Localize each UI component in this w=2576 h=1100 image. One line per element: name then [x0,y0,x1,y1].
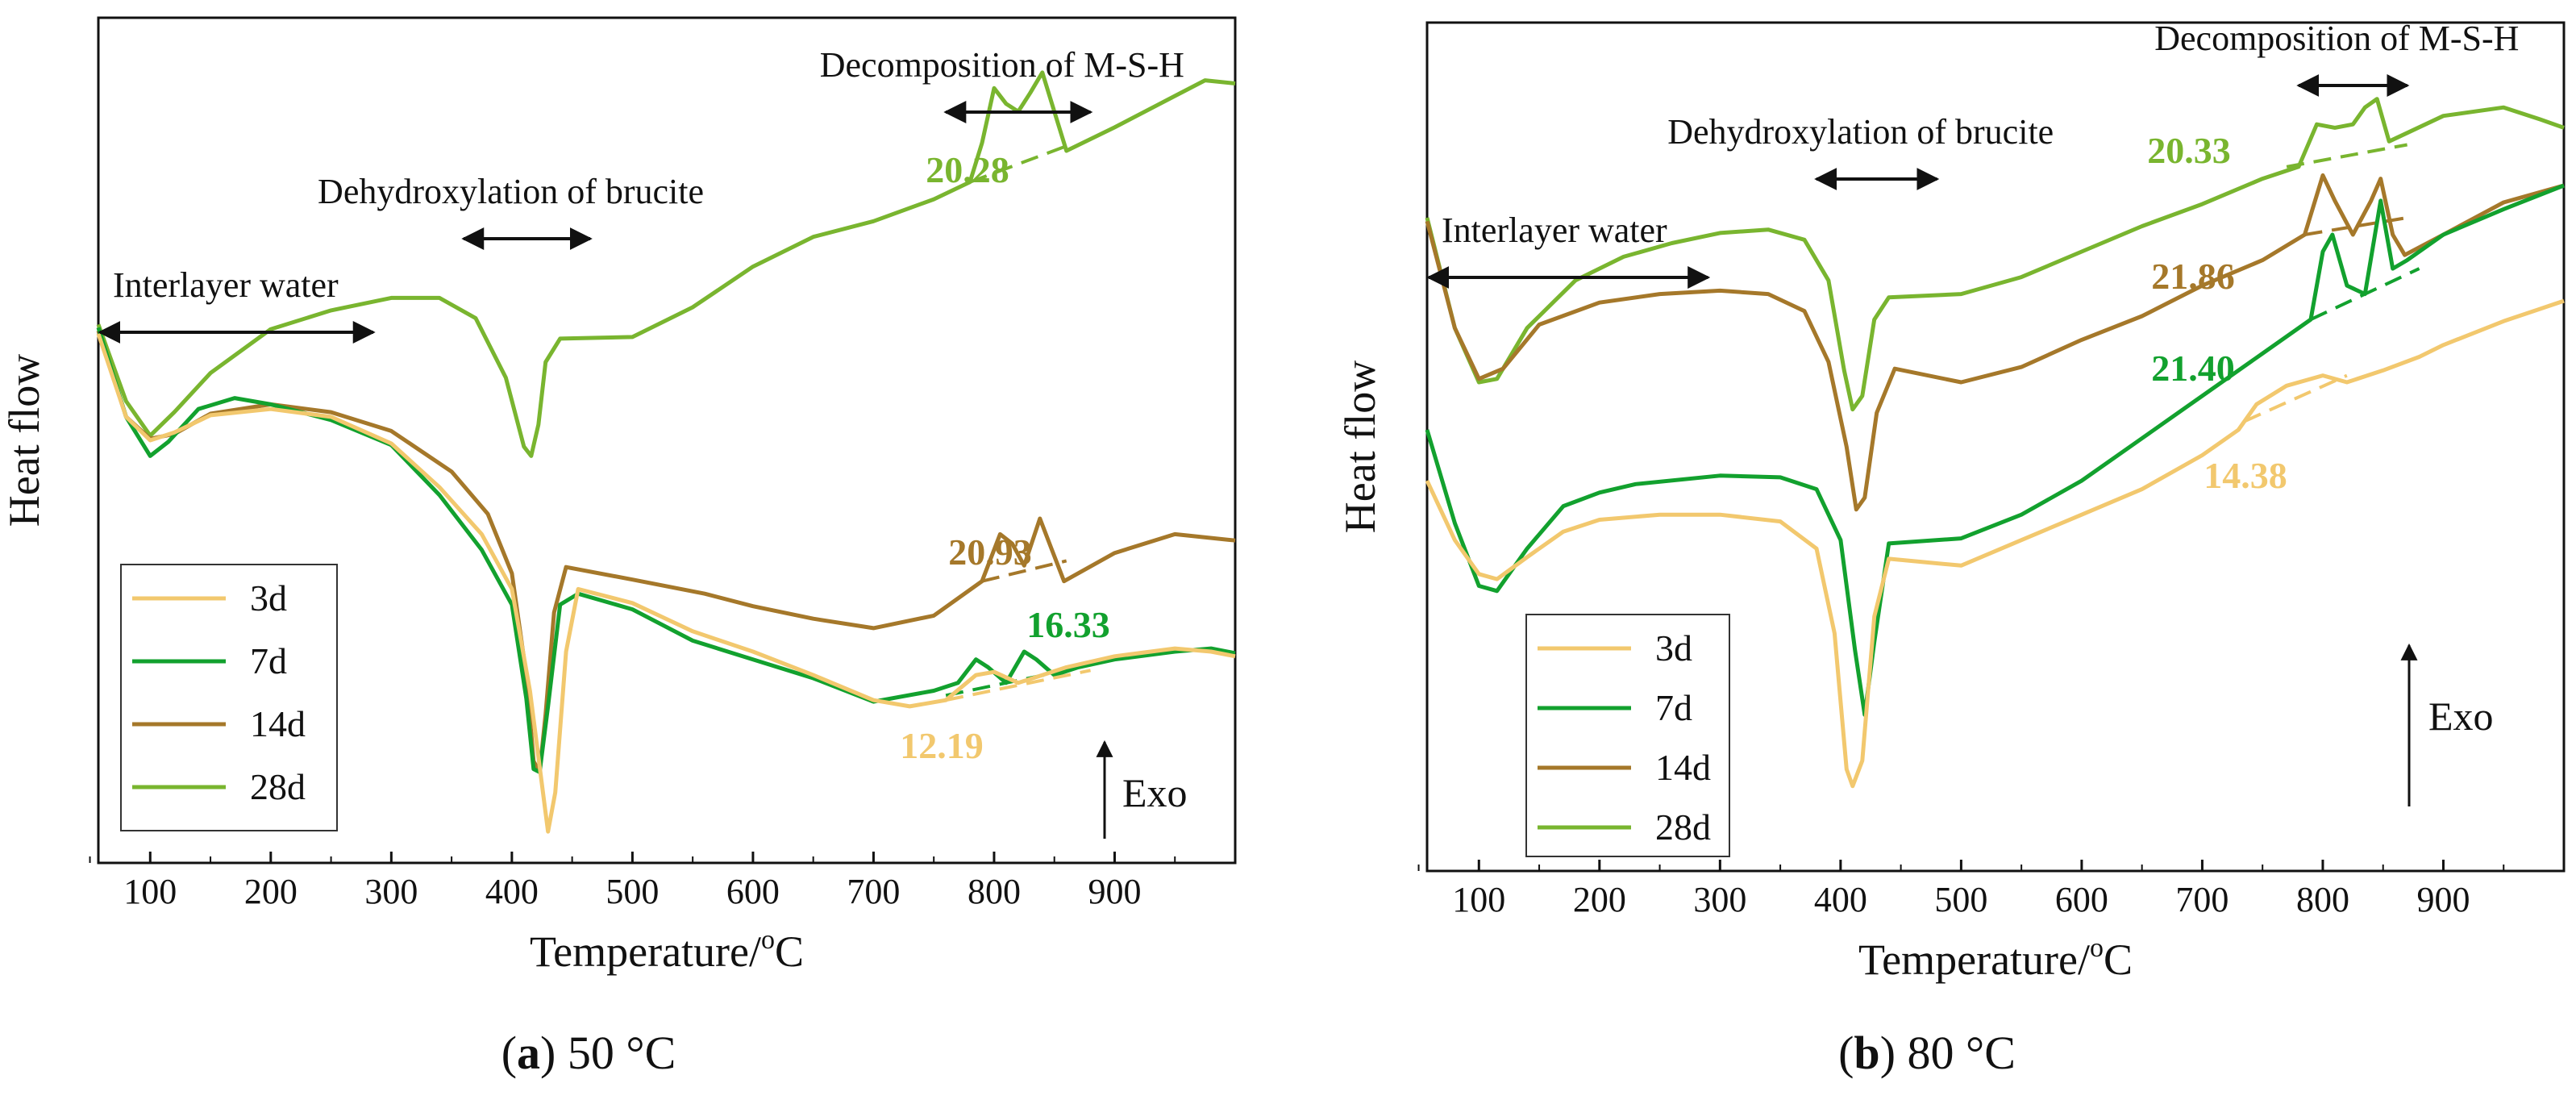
x-tick-label: 900 [2416,880,2470,919]
panel-b: 100 200 300 400 500 600 700 800 900 Temperature/o… [1336,19,2566,984]
legend-label-3d: 3d [250,577,287,619]
series-line-28d [1425,97,2565,412]
mass-loss-label-7d: 16.33 [1026,604,1110,645]
x-tick-label: 100 [1452,880,1505,919]
x-tick-label: 100 [123,872,177,911]
legend-label-3d: 3d [1655,627,1692,669]
legend-label-28d: 28d [1655,806,1711,848]
legend-box [1525,614,1730,857]
caption-letter-a: a [517,1027,541,1079]
baseline-7d [945,669,1067,698]
mass-loss-label-3d: 14.38 [2204,455,2287,496]
caption-panel-b: (b) 80 °C [1838,1027,2016,1079]
x-tick-label: 700 [2175,880,2229,919]
x-tick-label: 600 [726,872,780,911]
y-axis-title: Heat flow [0,354,48,527]
exo-label: Exo [2428,694,2494,739]
x-axis-title: Temperature/oC [1858,933,2133,984]
legend-label-28d: 28d [250,766,306,807]
x-axis-title-unit: C [775,927,804,976]
plot-frame-b [1425,21,2566,873]
annotation-label: Interlayer water [1442,210,1667,250]
x-axis-title: Temperature/oC [530,925,804,976]
legend-label-14d: 14d [1655,747,1711,788]
mass-loss-label-28d: 20.33 [2147,130,2231,171]
annotation-label: Decomposition of M-S-H [2154,19,2519,58]
exo-label: Exo [1122,770,1188,815]
x-tick-label: 800 [968,872,1021,911]
x-tick-label: 600 [2055,880,2108,919]
mass-loss-label-14d: 20.93 [948,531,1032,573]
mass-loss-label-28d: 20.28 [926,149,1009,190]
annotation-label: Dehydroxylation of brucite [318,172,704,211]
x-axis-title-sup: o [761,925,775,955]
legend-label-7d: 7d [250,640,287,681]
x-tick-label: 300 [1693,880,1746,919]
annotation-label: Dehydroxylation of brucite [1667,112,2054,152]
x-axis-title-main: Temperature/ [530,927,761,976]
panel-a: 100 200 300 400 500 600 700 800 900 Temperature/o… [0,16,1237,976]
baseline-7d [2310,267,2420,322]
x-tick-label: 400 [485,872,539,911]
series-line-3d [96,333,1236,834]
x-tick-label: 200 [244,872,298,911]
series-line-14d [1425,173,2565,512]
caption-letter-b: b [1854,1027,1880,1079]
x-tick-label: 700 [847,872,900,911]
baseline-14d [2304,215,2407,236]
baseline-3d [945,669,1091,702]
series-line-7d [1425,183,2565,717]
plot-frame-a [97,16,1237,865]
x-axis-title-main: Temperature/ [1858,935,2090,984]
x-tick-label: 500 [606,872,659,911]
annotation-label: Decomposition of M-S-H [820,45,1184,85]
x-tick-label: 500 [1934,880,1987,919]
x-tick-label: 400 [1814,880,1867,919]
mass-loss-label-7d: 21.40 [2151,348,2235,389]
baseline-3d [2243,373,2348,423]
mass-loss-label-3d: 12.19 [900,725,984,766]
series-line-7d [96,327,1236,774]
mass-loss-label-14d: 21.86 [2151,256,2235,297]
x-axis-title-unit: C [2104,935,2133,984]
x-tick-label: 200 [1573,880,1626,919]
legend-label-14d: 14d [250,703,306,744]
caption-panel-a: (a) 50 °C [501,1027,676,1079]
annotation-label: Interlayer water [113,265,339,305]
x-axis-title-sup: o [2090,933,2104,963]
baseline-28d [969,144,1067,184]
x-tick-label: 900 [1088,872,1141,911]
series-line-3d [1425,298,2565,789]
legend-label-7d: 7d [1655,687,1692,728]
caption-text-a: 50 °C [567,1027,676,1079]
baseline-28d [2286,143,2407,169]
baseline-14d [981,559,1067,583]
series-line-14d [96,330,1236,774]
y-axis-title: Heat flow [1336,360,1384,533]
series-line-28d [96,70,1236,458]
caption-text-b: 80 °C [1907,1027,2016,1079]
x-tick-label: 800 [2296,880,2349,919]
x-tick-label: 300 [364,872,418,911]
